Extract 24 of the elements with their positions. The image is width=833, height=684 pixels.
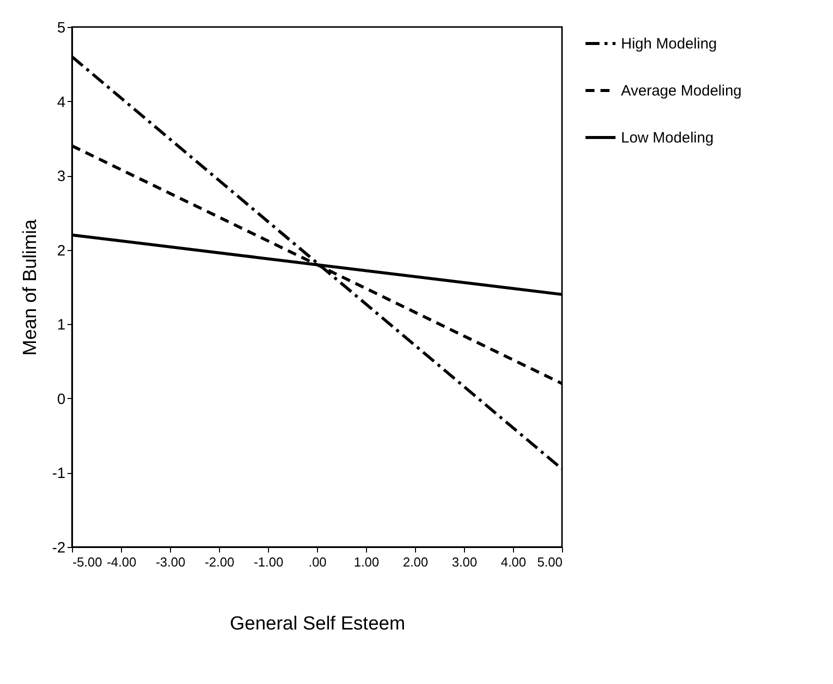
x-tick-label: .00	[308, 554, 327, 570]
y-tick-label: -2	[52, 540, 66, 556]
x-tick-label: 4.00	[500, 554, 526, 570]
legend-label: Average Modeling	[621, 82, 742, 100]
x-tick-label: -5.00	[72, 554, 102, 570]
y-tick-label: 4	[57, 94, 66, 111]
x-axis-title: General Self Esteem	[230, 614, 406, 634]
x-tick-label: 2.00	[402, 554, 428, 570]
x-tick-label: -3.00	[156, 554, 186, 570]
y-tick-label: 1	[57, 316, 66, 334]
y-tick-label: 3	[57, 168, 66, 186]
x-tick-label: -4.00	[106, 554, 136, 570]
x-tick-label: -1.00	[254, 554, 284, 570]
x-tick-label: -2.00	[204, 554, 234, 570]
y-tick-label: 2	[57, 242, 66, 260]
legend-label: Low Modeling	[621, 130, 714, 146]
x-tick-label: 3.00	[452, 554, 478, 570]
y-tick-label: -1	[52, 465, 66, 482]
y-tick-label: 0	[57, 390, 66, 408]
y-axis-title: Mean of Bulimia	[20, 218, 42, 356]
x-tick-label: 5.00	[537, 554, 562, 570]
legend-label: High Modeling	[621, 36, 717, 52]
y-tick-label: 5	[57, 20, 66, 36]
x-tick-label: 1.00	[354, 554, 380, 570]
